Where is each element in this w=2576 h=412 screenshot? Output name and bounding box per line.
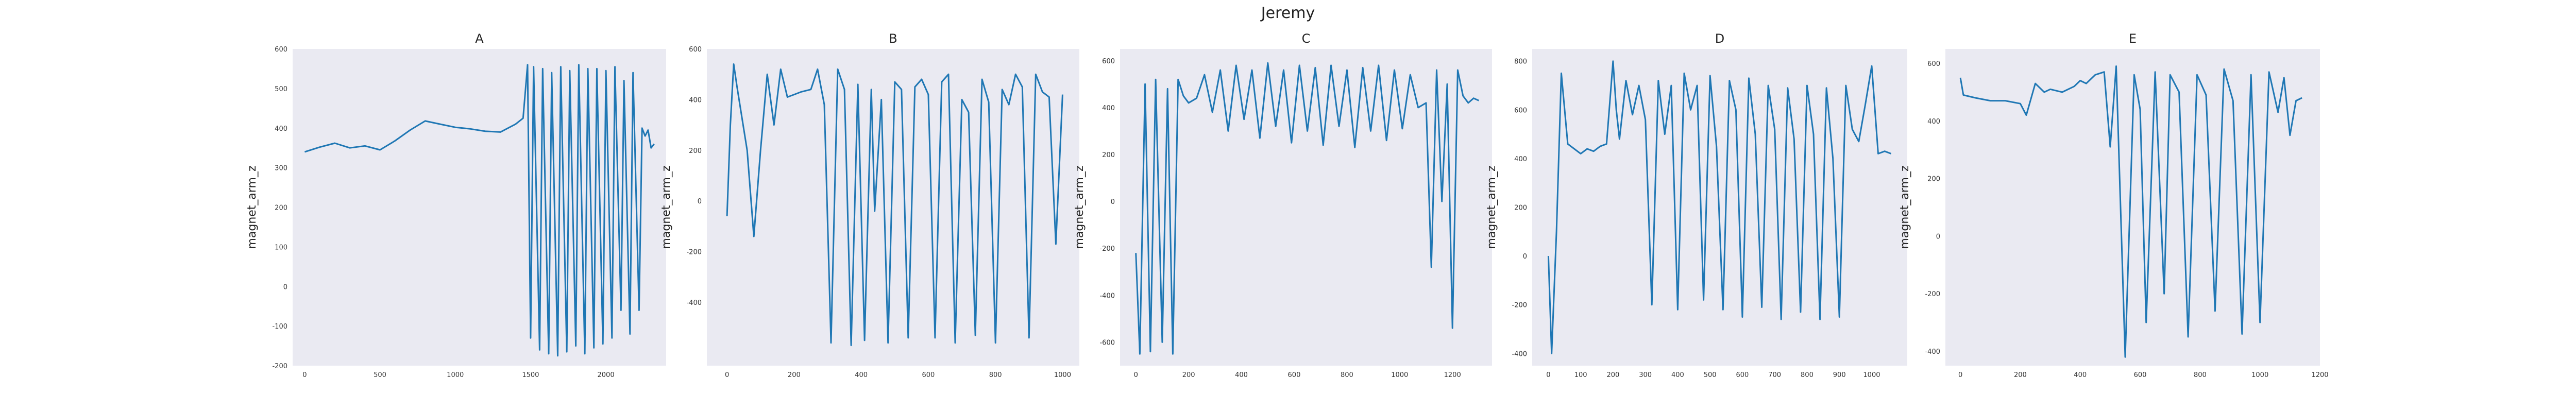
y-tick-label: 500 <box>275 85 287 93</box>
x-tick-label: 0 <box>1546 371 1550 379</box>
y-axis-label: magnet_arm_z <box>1899 165 1911 249</box>
y-tick-label: 0 <box>698 198 702 205</box>
y-tick-label: -200 <box>1099 245 1115 253</box>
y-axis-label: magnet_arm_z <box>1485 165 1498 249</box>
x-tick-label: 0 <box>1958 371 1962 379</box>
x-tick-label: 2000 <box>598 371 615 379</box>
y-tick-label: -400 <box>1099 292 1115 300</box>
x-tick-label: 600 <box>922 371 935 379</box>
x-tick-label: 400 <box>2074 371 2087 379</box>
x-tick-label: 0 <box>725 371 729 379</box>
y-tick-label: -200 <box>272 363 287 370</box>
x-tick-label: 400 <box>1235 371 1248 379</box>
subplot-title: D <box>1715 31 1724 46</box>
y-tick-label: 800 <box>1514 58 1527 66</box>
x-tick-label: 0 <box>1134 371 1138 379</box>
y-tick-label: 300 <box>275 165 287 173</box>
series-line <box>1959 65 2302 358</box>
y-axis-label: magnet_arm_z <box>660 165 673 249</box>
x-tick-label: 600 <box>1736 371 1749 379</box>
y-tick-label: 600 <box>689 46 702 54</box>
x-tick-label: 1000 <box>1863 371 1880 379</box>
y-tick-label: -200 <box>686 249 702 256</box>
y-tick-label: 100 <box>275 244 287 251</box>
x-tick-label: 500 <box>1704 371 1717 379</box>
subplot-title: C <box>1302 31 1311 46</box>
x-tick-label: 1000 <box>447 371 464 379</box>
x-tick-label: 1200 <box>1444 371 1461 379</box>
y-tick-label: -100 <box>272 323 287 331</box>
y-tick-label: 0 <box>1523 253 1527 261</box>
y-tick-label: 400 <box>1927 118 1940 126</box>
x-tick-label: 800 <box>989 371 1002 379</box>
x-tick-label: 200 <box>1606 371 1619 379</box>
y-tick-label: 400 <box>1102 105 1115 112</box>
series-line <box>726 63 1063 347</box>
subplot-title: B <box>889 31 897 46</box>
y-tick-label: 0 <box>283 283 287 291</box>
series-line <box>304 64 655 357</box>
x-tick-label: 0 <box>302 371 307 379</box>
series-line <box>1135 62 1480 355</box>
y-tick-label: -200 <box>1512 302 1527 310</box>
x-tick-label: 200 <box>1182 371 1195 379</box>
x-tick-label: 600 <box>2134 371 2147 379</box>
subplot-title: E <box>2129 31 2137 46</box>
plot-area <box>293 49 666 366</box>
plot-area <box>707 49 1079 366</box>
y-tick-label: 200 <box>275 204 287 212</box>
x-tick-label: 1500 <box>522 371 539 379</box>
y-tick-label: -600 <box>1099 339 1115 347</box>
y-tick-label: -200 <box>1925 290 1940 298</box>
subplot-title: A <box>475 31 484 46</box>
x-tick-label: 1000 <box>1391 371 1408 379</box>
y-tick-label: 400 <box>689 96 702 104</box>
y-tick-label: 0 <box>1111 198 1115 206</box>
x-tick-label: 300 <box>1639 371 1652 379</box>
y-tick-label: -400 <box>1925 348 1940 356</box>
y-tick-label: 600 <box>275 46 287 54</box>
y-tick-label: 0 <box>1936 233 1940 241</box>
series-line <box>1547 60 1892 354</box>
x-tick-label: 800 <box>1801 371 1814 379</box>
x-tick-label: 600 <box>1288 371 1301 379</box>
x-tick-label: 500 <box>374 371 386 379</box>
x-tick-label: 700 <box>1768 371 1781 379</box>
y-tick-label: 600 <box>1102 58 1115 65</box>
x-tick-label: 400 <box>1671 371 1684 379</box>
y-axis-label: magnet_arm_z <box>1073 165 1086 249</box>
figure-title: Jeremy <box>1261 4 1315 22</box>
y-tick-label: 400 <box>275 125 287 133</box>
x-tick-label: 800 <box>1341 371 1353 379</box>
x-tick-label: 800 <box>2194 371 2207 379</box>
x-tick-label: 1000 <box>1054 371 1071 379</box>
x-tick-label: 200 <box>2014 371 2027 379</box>
x-tick-label: 1000 <box>2251 371 2268 379</box>
y-tick-label: 200 <box>1927 176 1940 183</box>
y-tick-label: 600 <box>1514 107 1527 114</box>
x-tick-label: 900 <box>1833 371 1846 379</box>
y-tick-label: 200 <box>1102 151 1115 159</box>
y-tick-label: 200 <box>1514 204 1527 212</box>
x-tick-label: 1200 <box>2311 371 2328 379</box>
y-tick-label: -400 <box>1512 350 1527 358</box>
x-tick-label: 400 <box>855 371 868 379</box>
x-tick-label: 200 <box>788 371 801 379</box>
y-tick-label: 400 <box>1514 156 1527 163</box>
y-tick-label: 200 <box>689 147 702 155</box>
y-tick-label: -400 <box>686 299 702 307</box>
y-axis-label: magnet_arm_z <box>246 165 259 249</box>
plot-area <box>1532 49 1907 366</box>
x-tick-label: 100 <box>1574 371 1587 379</box>
y-tick-label: 600 <box>1927 60 1940 68</box>
